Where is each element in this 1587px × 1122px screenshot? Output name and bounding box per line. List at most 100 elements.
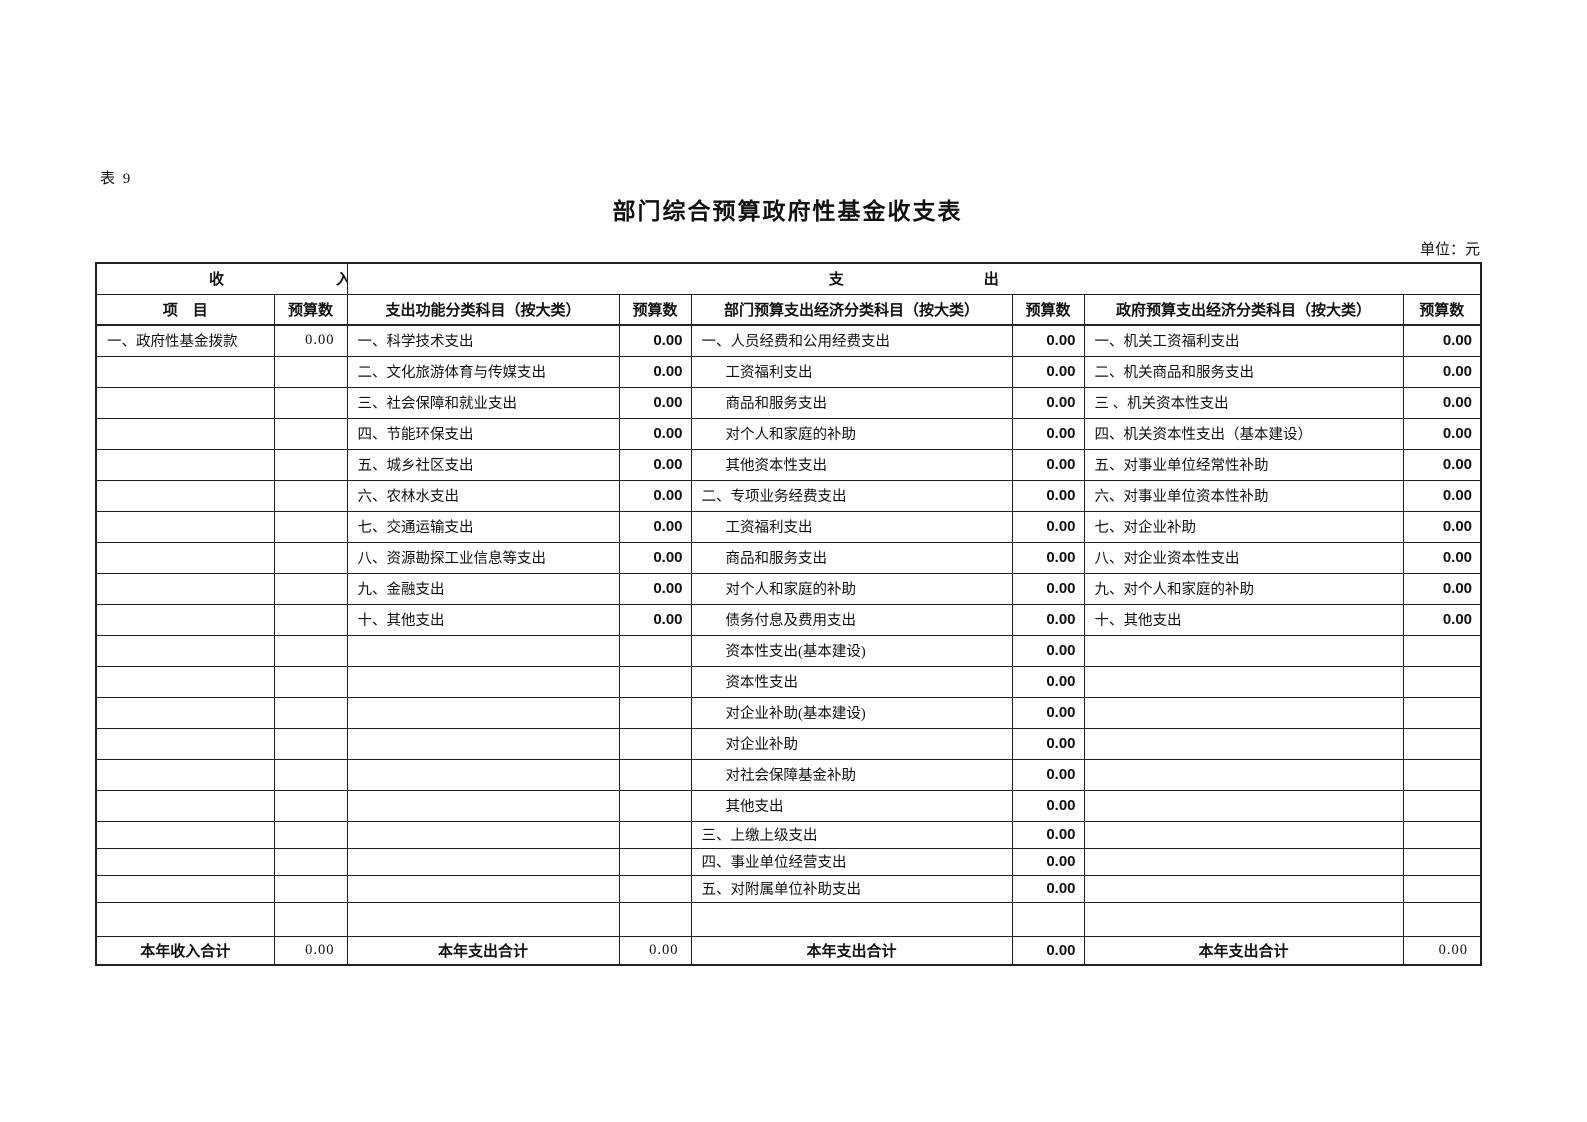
table-row: 八、资源勘探工业信息等支出 0.00 商品和服务支出 0.00 八、对企业资本性支出 0.… [95, 541, 1482, 574]
table-row: 五、城乡社区支出 0.00 其他资本性支出 0.00 五、对事业单位经常性补助 0.00 [95, 448, 1482, 481]
income-budget-cell [273, 510, 348, 543]
table-row: 对企业补助 0.00 [95, 727, 1482, 760]
income-budget-cell [273, 901, 348, 937]
dept-budget-cell: 0.00 [1011, 386, 1085, 419]
func-item-cell: 二、文化旅游体育与传媒支出 [346, 355, 620, 388]
gov-item-cell [1083, 789, 1404, 822]
dept-item-cell: 其他资本性支出 [690, 448, 1013, 481]
table-row [95, 901, 1482, 937]
col-header-dept-econ-class: 部门预算支出经济分类科目（按大类） [690, 293, 1013, 326]
func-item-cell: 十、其他支出 [346, 603, 620, 636]
income-budget-cell [273, 603, 348, 636]
gov-budget-cell: 0.00 [1402, 448, 1482, 481]
group-header-row: 收入 支出 [95, 262, 1482, 295]
income-item-cell [95, 696, 275, 729]
func-budget-cell [618, 665, 692, 698]
income-item-cell [95, 417, 275, 450]
table-row: 三、社会保障和就业支出 0.00 商品和服务支出 0.00 三 、机关资本性支出 0.00 [95, 386, 1482, 419]
income-item-cell [95, 386, 275, 419]
dept-budget-cell: 0.00 [1011, 820, 1085, 849]
dept-item-cell: 工资福利支出 [690, 355, 1013, 388]
func-budget-cell [618, 789, 692, 822]
func-total-value: 0.00 [618, 935, 692, 966]
dept-item-cell: 对个人和家庭的补助 [690, 417, 1013, 450]
gov-item-cell: 八、对企业资本性支出 [1083, 541, 1404, 574]
func-budget-cell: 0.00 [618, 448, 692, 481]
dept-item-cell: 商品和服务支出 [690, 541, 1013, 574]
column-header-row: 项 目 预算数 支出功能分类科目（按大类） 预算数 部门预算支出经济分类科目（按… [95, 293, 1482, 326]
dept-item-cell: 对社会保障基金补助 [690, 758, 1013, 791]
table-row: 四、事业单位经营支出 0.00 [95, 847, 1482, 876]
dept-budget-cell: 0.00 [1011, 789, 1085, 822]
gov-budget-cell [1402, 665, 1482, 698]
func-item-cell: 九、金融支出 [346, 572, 620, 605]
func-budget-cell: 0.00 [618, 603, 692, 636]
gov-item-cell: 九、对个人和家庭的补助 [1083, 572, 1404, 605]
gov-item-cell: 七、对企业补助 [1083, 510, 1404, 543]
income-item-cell [95, 572, 275, 605]
gov-item-cell [1083, 820, 1404, 849]
gov-item-cell [1083, 665, 1404, 698]
col-header-gov-econ-class: 政府预算支出经济分类科目（按大类） [1083, 293, 1404, 326]
income-item-cell [95, 541, 275, 574]
table-row: 资本性支出(基本建设) 0.00 [95, 634, 1482, 667]
dept-budget-cell: 0.00 [1011, 541, 1085, 574]
gov-item-cell [1083, 696, 1404, 729]
func-budget-cell [618, 901, 692, 937]
table-row: 对社会保障基金补助 0.00 [95, 758, 1482, 791]
income-budget-cell [273, 572, 348, 605]
gov-item-cell: 一、机关工资福利支出 [1083, 324, 1404, 357]
func-item-cell: 三、社会保障和就业支出 [346, 386, 620, 419]
gov-budget-cell [1402, 847, 1482, 876]
dept-item-cell: 对企业补助 [690, 727, 1013, 760]
gov-item-cell: 三 、机关资本性支出 [1083, 386, 1404, 419]
dept-budget-cell: 0.00 [1011, 727, 1085, 760]
income-item-cell [95, 789, 275, 822]
dept-budget-cell: 0.00 [1011, 572, 1085, 605]
func-budget-cell: 0.00 [618, 479, 692, 512]
income-item-cell: 一、政府性基金拨款 [95, 324, 275, 357]
dept-budget-cell: 0.00 [1011, 417, 1085, 450]
dept-item-cell [690, 901, 1013, 937]
table-row: 七、交通运输支出 0.00 工资福利支出 0.00 七、对企业补助 0.00 [95, 510, 1482, 543]
table-row: 对企业补助(基本建设) 0.00 [95, 696, 1482, 729]
func-item-cell [346, 789, 620, 822]
gov-budget-cell: 0.00 [1402, 572, 1482, 605]
dept-budget-cell: 0.00 [1011, 510, 1085, 543]
func-budget-cell [618, 696, 692, 729]
income-budget-cell [273, 874, 348, 903]
gov-item-cell [1083, 758, 1404, 791]
gov-budget-cell: 0.00 [1402, 479, 1482, 512]
gov-total-label: 本年支出合计 [1083, 935, 1404, 966]
table-row: 四、节能环保支出 0.00 对个人和家庭的补助 0.00 四、机关资本性支出（基本建设）… [95, 417, 1482, 450]
gov-budget-cell [1402, 901, 1482, 937]
table-row: 十、其他支出 0.00 债务付息及费用支出 0.00 十、其他支出 0.00 [95, 603, 1482, 636]
col-header-item: 项 目 [95, 293, 275, 326]
dept-item-cell: 二、专项业务经费支出 [690, 479, 1013, 512]
func-budget-cell [618, 820, 692, 849]
income-item-cell [95, 727, 275, 760]
income-item-cell [95, 901, 275, 937]
income-item-cell [95, 355, 275, 388]
dept-item-cell: 对个人和家庭的补助 [690, 572, 1013, 605]
gov-item-cell [1083, 874, 1404, 903]
gov-item-cell: 二、机关商品和服务支出 [1083, 355, 1404, 388]
dept-budget-cell: 0.00 [1011, 603, 1085, 636]
col-header-budget-gov: 预算数 [1402, 293, 1482, 326]
income-item-cell [95, 820, 275, 849]
func-item-cell [346, 634, 620, 667]
income-budget-cell [273, 448, 348, 481]
income-budget-cell [273, 386, 348, 419]
dept-budget-cell: 0.00 [1011, 479, 1085, 512]
budget-table: 收入 支出 项 目 预算数 支出功能分类科目（按大类） 预算数 部门预算支出经济… [95, 262, 1483, 966]
gov-item-cell: 十、其他支出 [1083, 603, 1404, 636]
dept-total-label: 本年支出合计 [690, 935, 1013, 966]
gov-budget-cell: 0.00 [1402, 510, 1482, 543]
gov-item-cell [1083, 847, 1404, 876]
income-budget-cell [273, 417, 348, 450]
dept-item-cell: 商品和服务支出 [690, 386, 1013, 419]
dept-budget-cell: 0.00 [1011, 448, 1085, 481]
func-item-cell [346, 874, 620, 903]
income-budget-cell [273, 820, 348, 849]
gov-budget-cell: 0.00 [1402, 324, 1482, 357]
